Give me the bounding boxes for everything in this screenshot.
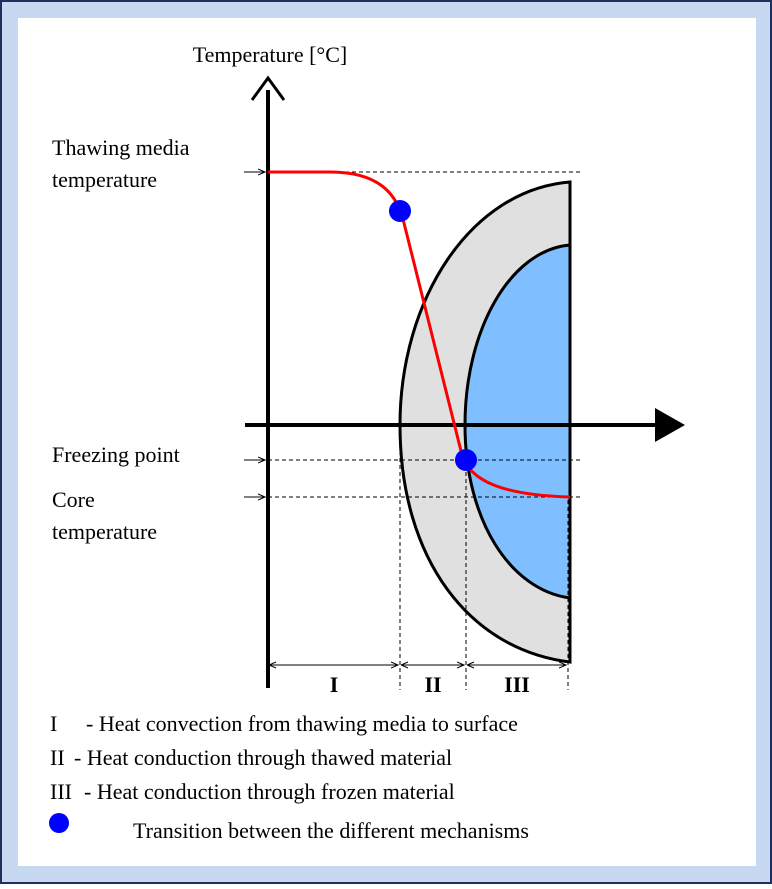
x-axis-arrow	[655, 408, 685, 442]
legend-marker	[49, 813, 69, 833]
level-label: temperature	[52, 167, 157, 192]
region-label: I	[330, 672, 339, 697]
level-label: temperature	[52, 519, 157, 544]
legend-text: - Heat conduction through thawed materia…	[74, 745, 452, 770]
transition-point	[455, 449, 477, 471]
level-label: Core	[52, 487, 95, 512]
level-label: Freezing point	[52, 442, 180, 467]
panel	[18, 18, 756, 866]
transition-point	[389, 200, 411, 222]
legend-text: - Heat convection from thawing media to …	[86, 711, 518, 736]
legend-text: - Heat conduction through frozen materia…	[84, 779, 455, 804]
region-label: II	[424, 672, 441, 697]
level-label: Thawing media	[52, 135, 190, 160]
y-axis-arrow	[250, 75, 286, 101]
legend-key: I	[50, 711, 57, 736]
legend-key: II	[50, 745, 65, 770]
level-pointers	[244, 172, 265, 497]
legend-key: III	[50, 779, 72, 804]
region-label: III	[504, 672, 530, 697]
y-axis-label: Temperature [°C]	[193, 42, 347, 67]
legend-text: Transition between the different mechani…	[133, 818, 529, 843]
